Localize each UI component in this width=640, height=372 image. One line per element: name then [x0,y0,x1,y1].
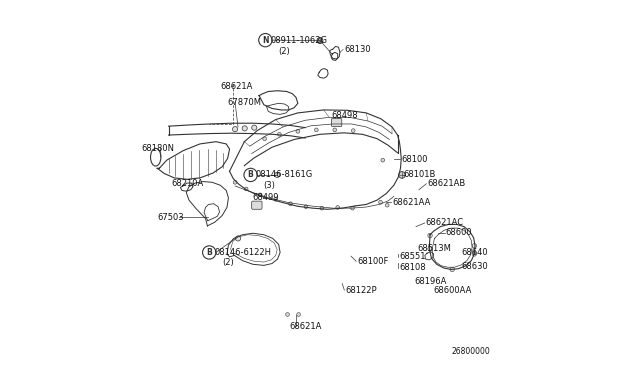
Text: 68499: 68499 [253,193,279,202]
Circle shape [289,202,292,206]
Circle shape [450,267,454,272]
Text: 68513M: 68513M [417,244,451,253]
Text: 68498: 68498 [331,110,358,120]
Circle shape [320,206,324,210]
Text: 68100: 68100 [401,155,428,164]
Circle shape [285,312,289,316]
FancyBboxPatch shape [252,201,262,209]
Circle shape [428,233,432,238]
Circle shape [233,180,237,184]
Circle shape [242,126,247,131]
Text: 08911-1062G: 08911-1062G [270,36,327,45]
Circle shape [428,247,432,251]
Circle shape [275,172,280,177]
Text: B: B [206,248,212,257]
Text: 67870M: 67870M [227,98,261,107]
Text: 26800000: 26800000 [451,347,490,356]
Text: 68180N: 68180N [141,144,174,153]
Circle shape [351,129,355,132]
Text: 68551: 68551 [399,252,426,262]
Text: (2): (2) [222,258,234,267]
Circle shape [399,171,405,178]
Circle shape [336,206,340,209]
Circle shape [472,244,477,248]
Circle shape [263,137,266,141]
Circle shape [236,236,241,241]
Text: 68600: 68600 [445,228,472,237]
Text: 08146-8161G: 08146-8161G [256,170,313,179]
Circle shape [351,206,355,210]
Text: 68100F: 68100F [357,257,388,266]
Text: 68210A: 68210A [172,179,204,187]
Circle shape [304,205,308,209]
Circle shape [385,203,389,207]
Text: 68621A: 68621A [290,322,322,331]
Text: 68640: 68640 [462,248,488,257]
Text: 08146-6122H: 08146-6122H [215,248,272,257]
Circle shape [379,201,382,204]
Text: 68621A: 68621A [220,82,253,91]
Text: 68196A: 68196A [415,278,447,286]
Text: N: N [262,36,269,45]
FancyBboxPatch shape [332,118,342,126]
Circle shape [314,128,318,132]
Circle shape [232,126,237,132]
Circle shape [472,252,477,256]
Text: B: B [248,170,253,179]
Circle shape [381,158,385,162]
Text: (2): (2) [278,47,291,56]
Text: 68621AC: 68621AC [426,218,464,227]
Circle shape [278,132,281,136]
Circle shape [296,129,300,133]
Text: 68600AA: 68600AA [434,286,472,295]
Text: (3): (3) [263,181,275,190]
Text: 68630: 68630 [462,262,488,271]
Circle shape [297,312,300,316]
Circle shape [252,125,257,130]
Circle shape [333,128,337,132]
Circle shape [274,198,278,201]
Circle shape [244,187,248,191]
Circle shape [317,38,323,44]
Text: 68101B: 68101B [403,170,436,179]
Text: 67503: 67503 [157,213,184,222]
Text: 68621AB: 68621AB [427,179,465,188]
Circle shape [259,193,262,197]
Text: 68621AA: 68621AA [392,198,430,207]
Text: 68108: 68108 [399,263,426,272]
Text: 68130: 68130 [344,45,371,54]
Text: 68122P: 68122P [345,286,377,295]
